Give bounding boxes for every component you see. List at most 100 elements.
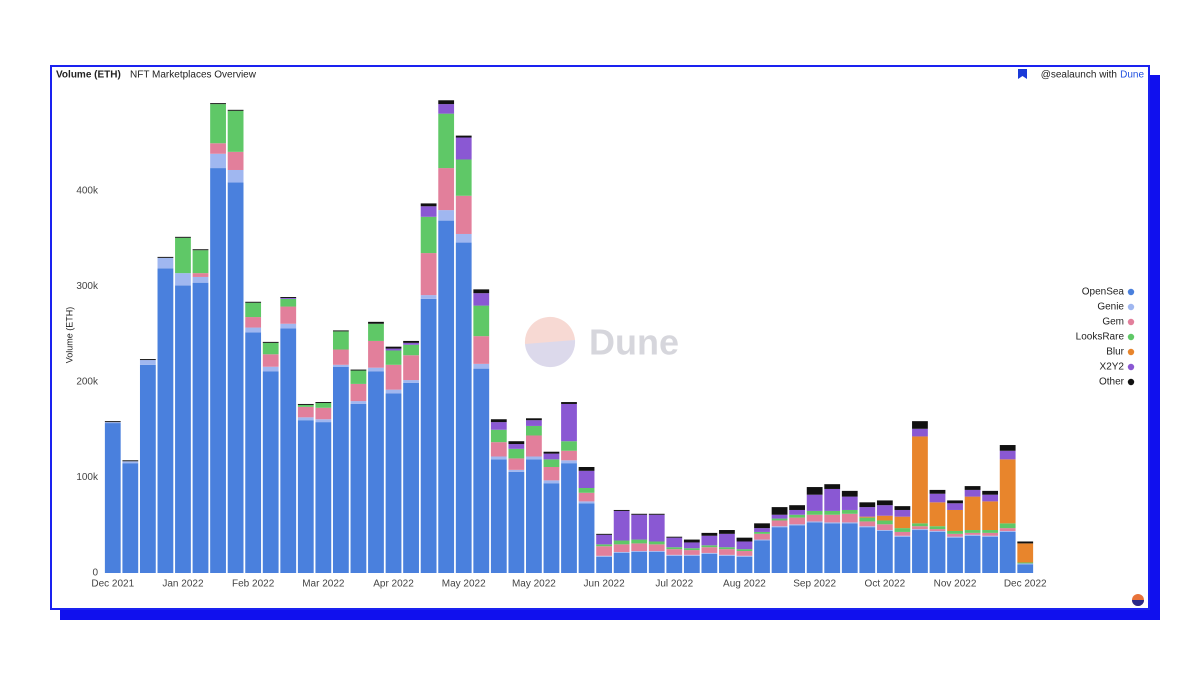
bar-segment <box>947 500 963 504</box>
chart-title: Volume (ETH) <box>56 70 121 81</box>
bar-segment <box>964 496 981 531</box>
legend-label: Gem <box>1102 317 1124 328</box>
bar-segment <box>332 330 349 332</box>
bar-segment <box>403 344 419 356</box>
bar-segment <box>175 236 191 238</box>
bar-segment <box>648 544 665 552</box>
bar-segment <box>929 502 946 527</box>
bar-segment <box>999 530 1016 532</box>
bar-segment <box>824 523 841 573</box>
bar-segment <box>297 403 314 405</box>
bar-segment <box>596 555 612 557</box>
bar-segment <box>789 517 806 525</box>
bar-segment <box>754 523 770 529</box>
bar-segment <box>403 380 419 383</box>
bar-segment <box>420 206 437 217</box>
bar-segment <box>824 522 841 524</box>
bar-segment <box>982 532 999 536</box>
bar-segment <box>297 417 314 421</box>
bar-segment <box>543 483 560 573</box>
bar-segment <box>490 419 507 423</box>
bar-segment <box>420 298 437 573</box>
legend-label: OpenSea <box>1082 287 1125 298</box>
legend-label: X2Y2 <box>1100 362 1125 373</box>
legend-marker <box>1127 333 1135 341</box>
bar-segment <box>385 346 402 349</box>
y-tick-label: 300k <box>76 281 99 292</box>
bar-segment <box>912 526 928 530</box>
bar-segment <box>210 104 226 144</box>
bar-segment <box>859 517 876 522</box>
bar-segment <box>508 458 525 470</box>
bar-segment <box>332 331 349 350</box>
y-tick-label: 200k <box>76 377 99 388</box>
bar-segment <box>683 550 700 555</box>
x-tick-label: Oct 2022 <box>865 579 906 590</box>
bar-segment <box>490 456 507 460</box>
bar-segment <box>719 555 735 573</box>
chart-subtitle: NFT Marketplaces Overview <box>130 70 257 81</box>
bar-segment <box>631 514 648 540</box>
bar-segment <box>982 530 999 533</box>
bar-segment <box>280 323 297 329</box>
y-tick-label: 100k <box>76 472 99 483</box>
bar-segment <box>192 273 209 277</box>
bar-segment <box>806 522 823 573</box>
bar-segment <box>666 554 683 556</box>
credit: @sealaunch with <box>1041 70 1117 81</box>
bar-segment <box>350 369 367 371</box>
bar-segment <box>332 364 349 367</box>
bar-segment <box>420 203 437 207</box>
legend-marker <box>1127 378 1135 386</box>
bar-segment <box>192 276 209 283</box>
y-tick-label: 400k <box>76 186 99 197</box>
legend-label: Blur <box>1106 347 1124 358</box>
bar-segment <box>210 103 226 105</box>
bar-segment <box>561 450 577 461</box>
credit-icon <box>1018 69 1027 79</box>
bar-segment <box>526 456 542 460</box>
bar-segment <box>964 535 981 573</box>
bar-segment <box>841 522 858 524</box>
bar-segment <box>210 143 226 154</box>
bar-segment <box>841 496 858 510</box>
bar-segment <box>578 470 595 489</box>
bar-segment <box>227 182 244 573</box>
bar-segment <box>859 502 876 508</box>
bar-segment <box>350 370 367 384</box>
bar-segment <box>631 513 648 515</box>
bar-segment <box>262 354 279 367</box>
bar-segment <box>157 257 174 269</box>
bar-segment <box>1017 543 1034 563</box>
bar-segment <box>912 428 928 437</box>
bar-segment <box>771 527 788 573</box>
bar-segment <box>262 366 279 372</box>
bar-segment <box>964 532 981 535</box>
bar-segment <box>490 422 507 430</box>
bar-segment <box>490 429 507 443</box>
bar-segment <box>806 494 823 511</box>
bar-segment <box>543 480 560 484</box>
bar-segment <box>280 297 297 299</box>
bar-segment <box>368 371 384 573</box>
bar-segment <box>596 533 612 535</box>
bar-segment <box>912 421 928 429</box>
bar-segment <box>561 463 577 573</box>
bar-segment <box>894 506 911 510</box>
bar-segment <box>420 253 437 296</box>
bar-segment <box>1017 564 1034 573</box>
bar-segment <box>701 532 718 536</box>
bar-segment <box>350 403 367 573</box>
bar-segment <box>859 507 876 517</box>
bar-segment <box>508 469 525 472</box>
bar-segment <box>526 418 542 421</box>
x-tick-label: Dec 2021 <box>91 579 134 590</box>
bar-segment <box>526 425 542 436</box>
bar-segment <box>122 461 139 464</box>
bar-segment <box>683 542 700 549</box>
bar-segment <box>297 406 314 418</box>
bar-segment <box>876 520 893 525</box>
bar-segment <box>490 459 507 573</box>
bar-segment <box>789 525 806 573</box>
bar-segment <box>122 463 139 573</box>
